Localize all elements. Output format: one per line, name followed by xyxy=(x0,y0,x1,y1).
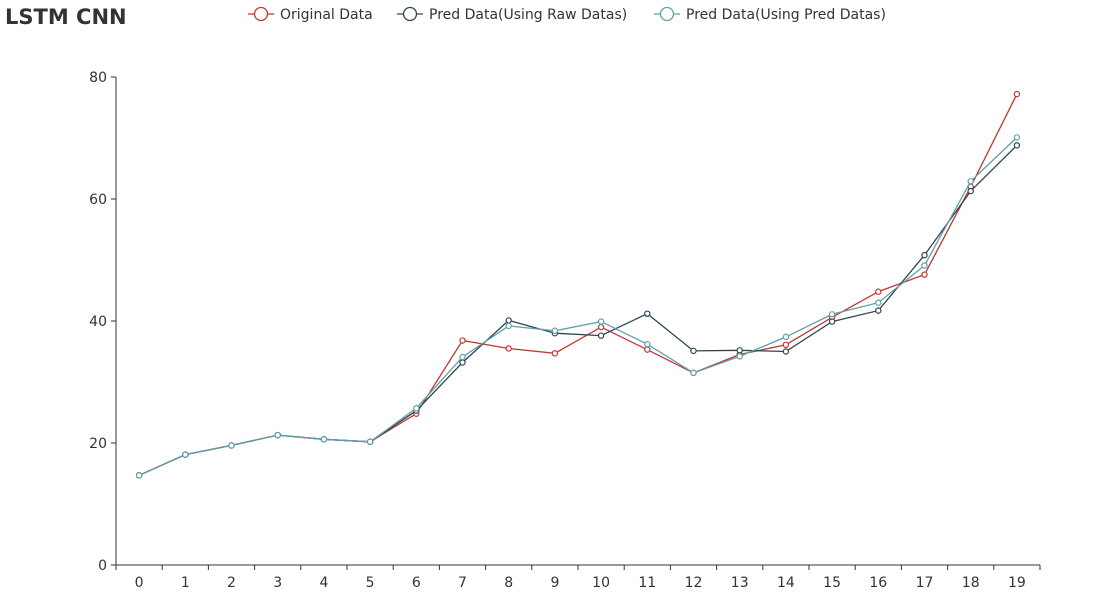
x-tick-label: 13 xyxy=(731,575,749,591)
y-tick-label: 40 xyxy=(89,314,107,330)
x-tick-label: 6 xyxy=(412,575,421,591)
data-point xyxy=(135,472,143,479)
data-point xyxy=(690,369,697,377)
x-tick-label: 0 xyxy=(135,575,144,591)
data-point xyxy=(875,288,882,295)
y-tick-label: 60 xyxy=(89,192,107,208)
x-tick-label: 11 xyxy=(638,575,656,591)
legend-label: Pred Data(Using Raw Datas) xyxy=(429,7,627,23)
data-point xyxy=(875,299,882,306)
data-point xyxy=(875,307,882,314)
x-tick-label: 4 xyxy=(319,575,328,591)
series-line xyxy=(138,144,1018,476)
series-3 xyxy=(135,134,1021,479)
data-point xyxy=(782,333,790,341)
data-point xyxy=(366,438,374,445)
data-point xyxy=(597,318,605,325)
data-point xyxy=(1013,134,1021,141)
x-tick-label: 15 xyxy=(823,575,841,591)
series-2 xyxy=(135,142,1021,479)
legend-swatch-marker xyxy=(253,6,269,22)
data-point xyxy=(782,348,790,355)
data-point xyxy=(644,346,651,353)
series-line xyxy=(138,136,1018,476)
y-axis-ticks: 0 20 40 60 80 xyxy=(89,70,116,574)
x-tick-label: 2 xyxy=(227,575,236,591)
chart-title: LSTM CNN xyxy=(5,5,127,29)
legend: Original Data Pred Data(Using Raw Datas) P… xyxy=(248,6,886,23)
legend-label: Pred Data(Using Pred Datas) xyxy=(686,7,886,23)
data-point xyxy=(690,347,697,355)
x-tick-label: 19 xyxy=(1008,575,1026,591)
data-point xyxy=(505,322,512,330)
x-tick-label: 14 xyxy=(777,575,795,591)
data-point xyxy=(597,332,605,339)
data-point xyxy=(644,310,651,317)
data-point xyxy=(828,318,836,325)
data-point xyxy=(505,317,512,324)
y-tick-label: 0 xyxy=(98,558,107,574)
data-point xyxy=(459,353,466,361)
data-point xyxy=(459,337,466,344)
x-tick-label: 9 xyxy=(550,575,559,591)
data-point xyxy=(967,178,974,185)
x-tick-label: 5 xyxy=(366,575,375,591)
data-point xyxy=(274,431,281,439)
x-tick-label: 10 xyxy=(592,575,610,591)
data-point xyxy=(921,251,928,259)
data-point xyxy=(320,436,328,443)
data-point xyxy=(459,359,466,366)
x-tick-label: 12 xyxy=(685,575,703,591)
data-point xyxy=(413,405,420,412)
x-tick-label: 16 xyxy=(869,575,887,591)
y-tick-label: 80 xyxy=(89,70,107,86)
data-point xyxy=(551,327,559,334)
y-tick-label: 20 xyxy=(89,436,107,452)
data-point xyxy=(1013,142,1021,149)
x-tick-label: 1 xyxy=(181,575,190,591)
x-tick-label: 8 xyxy=(504,575,513,591)
x-tick-label: 17 xyxy=(916,575,934,591)
data-point xyxy=(1013,90,1021,98)
data-point xyxy=(967,187,974,195)
legend-swatch-marker xyxy=(402,6,418,22)
data-point xyxy=(828,311,836,318)
legend-item: Pred Data(Using Raw Datas) xyxy=(397,6,627,23)
data-point xyxy=(228,442,235,449)
data-point xyxy=(736,353,743,360)
data-point xyxy=(597,323,605,331)
x-tick-label: 3 xyxy=(273,575,282,591)
x-axis-ticks: 0 1 2 3 4 5 6 7 8 9 10 11 12 13 14 15 16 17 18 19 xyxy=(115,565,1041,591)
legend-item: Original Data xyxy=(248,6,373,23)
data-point xyxy=(551,350,559,357)
series-1 xyxy=(135,90,1021,479)
series-line xyxy=(138,93,1018,476)
data-point xyxy=(644,340,651,348)
data-point xyxy=(505,345,512,352)
data-point xyxy=(182,451,189,458)
data-point xyxy=(921,271,928,278)
legend-swatch-marker xyxy=(659,6,675,22)
data-point xyxy=(736,347,743,354)
legend-item: Pred Data(Using Pred Datas) xyxy=(654,6,886,23)
legend-label: Original Data xyxy=(280,7,373,23)
data-point xyxy=(921,262,928,269)
x-tick-label: 7 xyxy=(458,575,467,591)
x-tick-label: 18 xyxy=(962,575,980,591)
data-point xyxy=(782,341,790,348)
plot-area xyxy=(135,90,1021,479)
